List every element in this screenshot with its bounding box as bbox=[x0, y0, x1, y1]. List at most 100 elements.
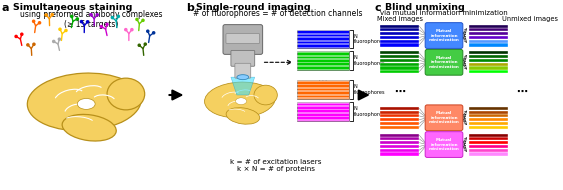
Text: Unmixed images: Unmixed images bbox=[502, 16, 558, 22]
FancyBboxPatch shape bbox=[425, 105, 463, 131]
Bar bbox=[379, 122, 419, 125]
Text: Simultaneous staining: Simultaneous staining bbox=[13, 3, 132, 12]
Text: # of fluorophores = # of detection channels: # of fluorophores = # of detection chann… bbox=[193, 9, 362, 18]
Circle shape bbox=[38, 21, 41, 25]
Circle shape bbox=[80, 20, 83, 23]
Circle shape bbox=[26, 43, 30, 47]
Circle shape bbox=[130, 28, 133, 31]
Text: N
fluorophores: N fluorophores bbox=[354, 106, 385, 117]
Circle shape bbox=[124, 28, 128, 31]
Text: Blind unmixing: Blind unmixing bbox=[385, 3, 464, 12]
Bar bbox=[379, 66, 419, 70]
Bar bbox=[379, 141, 419, 144]
Bar bbox=[297, 47, 349, 48]
Bar bbox=[297, 65, 349, 67]
Circle shape bbox=[14, 35, 18, 38]
Circle shape bbox=[141, 19, 145, 22]
FancyBboxPatch shape bbox=[425, 49, 463, 75]
Bar bbox=[469, 25, 508, 28]
Bar bbox=[297, 36, 349, 38]
Bar bbox=[469, 137, 508, 140]
Bar bbox=[469, 145, 508, 148]
Circle shape bbox=[135, 18, 138, 21]
Bar bbox=[469, 126, 508, 129]
Bar bbox=[297, 69, 349, 70]
Text: Mutual
information
minimization: Mutual information minimization bbox=[428, 138, 459, 151]
Bar bbox=[297, 51, 349, 70]
Bar bbox=[379, 111, 419, 114]
Bar bbox=[379, 59, 419, 62]
Ellipse shape bbox=[62, 114, 116, 141]
Bar bbox=[469, 51, 508, 55]
Bar bbox=[469, 107, 508, 110]
Circle shape bbox=[51, 13, 54, 16]
Circle shape bbox=[105, 23, 109, 26]
Bar bbox=[469, 70, 508, 73]
Bar bbox=[379, 149, 419, 152]
Bar bbox=[379, 51, 419, 55]
Bar bbox=[297, 94, 349, 96]
Bar bbox=[297, 84, 349, 85]
Bar bbox=[379, 126, 419, 129]
Ellipse shape bbox=[77, 98, 95, 109]
Bar bbox=[379, 25, 419, 28]
Bar bbox=[297, 119, 349, 121]
Bar bbox=[297, 40, 349, 42]
Bar bbox=[469, 43, 508, 47]
Bar bbox=[297, 58, 349, 60]
Bar bbox=[469, 32, 508, 35]
FancyBboxPatch shape bbox=[235, 63, 251, 78]
Circle shape bbox=[58, 28, 62, 31]
Bar bbox=[469, 66, 508, 70]
Text: k = # of excitation lasers
k × N = # of proteins: k = # of excitation lasers k × N = # of … bbox=[230, 159, 321, 172]
Text: via mutual information minimization: via mutual information minimization bbox=[379, 10, 507, 16]
Circle shape bbox=[144, 42, 147, 46]
Bar bbox=[469, 114, 508, 117]
Ellipse shape bbox=[237, 75, 249, 80]
Bar bbox=[297, 33, 349, 35]
Circle shape bbox=[52, 40, 56, 43]
Bar bbox=[469, 63, 508, 66]
Circle shape bbox=[75, 17, 79, 21]
Circle shape bbox=[117, 15, 120, 18]
Bar bbox=[297, 116, 349, 117]
Bar bbox=[297, 55, 349, 57]
Bar bbox=[469, 122, 508, 125]
Circle shape bbox=[70, 15, 74, 18]
Bar bbox=[379, 70, 419, 73]
FancyBboxPatch shape bbox=[231, 50, 254, 66]
Ellipse shape bbox=[235, 98, 247, 105]
Circle shape bbox=[152, 31, 155, 35]
Bar bbox=[379, 137, 419, 140]
Bar bbox=[379, 43, 419, 47]
Bar bbox=[379, 118, 419, 121]
Circle shape bbox=[110, 16, 114, 19]
Text: ⋯: ⋯ bbox=[394, 87, 405, 97]
Circle shape bbox=[95, 13, 99, 17]
Circle shape bbox=[44, 13, 48, 17]
Bar bbox=[379, 145, 419, 148]
Bar bbox=[297, 43, 349, 45]
FancyBboxPatch shape bbox=[425, 132, 463, 158]
FancyBboxPatch shape bbox=[226, 34, 260, 44]
Bar bbox=[469, 59, 508, 62]
Circle shape bbox=[32, 43, 35, 46]
Bar bbox=[469, 149, 508, 152]
Bar bbox=[297, 80, 349, 82]
Circle shape bbox=[90, 13, 93, 17]
Bar bbox=[297, 30, 349, 48]
Circle shape bbox=[146, 29, 150, 33]
Bar bbox=[469, 141, 508, 144]
Bar bbox=[297, 51, 349, 53]
Bar bbox=[469, 118, 508, 121]
Ellipse shape bbox=[107, 78, 145, 110]
Bar bbox=[469, 111, 508, 114]
Bar bbox=[297, 102, 349, 121]
Bar bbox=[379, 152, 419, 156]
Bar bbox=[379, 36, 419, 39]
Bar bbox=[297, 80, 349, 99]
Bar bbox=[379, 63, 419, 66]
Text: Mutual
information
minimization: Mutual information minimization bbox=[428, 56, 459, 69]
Text: ⋯: ⋯ bbox=[318, 76, 328, 86]
Bar bbox=[379, 107, 419, 110]
